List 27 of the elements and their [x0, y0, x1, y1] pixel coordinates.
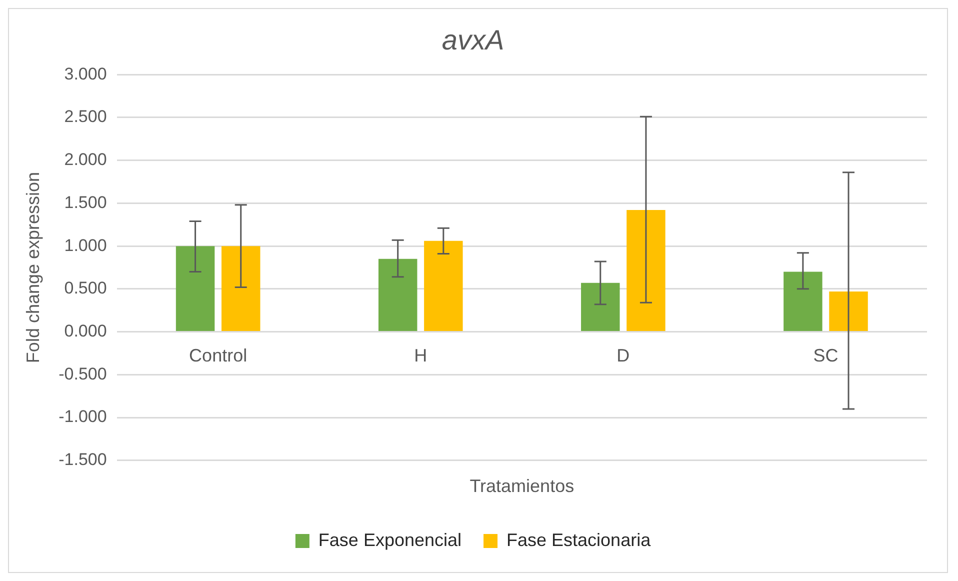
bar	[424, 240, 463, 332]
y-tick-label: 2.000	[64, 150, 107, 170]
y-tick-label: 2.500	[64, 107, 107, 126]
y-tick-label: 1.500	[64, 192, 107, 212]
y-tick-label: 3.000	[64, 64, 107, 84]
bar	[784, 272, 822, 332]
y-tick-label: -1.000	[58, 407, 107, 426]
x-axis-title: Tratamientos	[470, 476, 574, 496]
bar	[581, 282, 620, 332]
x-tick-label: Control	[189, 346, 248, 366]
chart-title: avxA	[442, 24, 504, 56]
x-tick-label: SC	[813, 346, 838, 366]
bar	[221, 246, 260, 332]
bar	[626, 210, 666, 332]
y-tick-label: 1.000	[64, 236, 107, 255]
x-tick-label: H	[414, 346, 428, 366]
bar	[378, 258, 418, 332]
bar	[829, 292, 868, 332]
y-tick-label: 0.500	[64, 278, 107, 298]
legend-label: Fase Estacionaria	[506, 530, 652, 550]
y-tick-label: -1.500	[58, 450, 107, 470]
y-axis-title: Fold change expression	[22, 172, 43, 364]
bar	[176, 246, 215, 332]
y-tick-label: -0.500	[58, 364, 107, 384]
y-tick-label: 0.000	[64, 321, 107, 340]
x-tick-label: D	[616, 346, 630, 366]
legend-label: Fase Exponencial	[318, 530, 462, 550]
